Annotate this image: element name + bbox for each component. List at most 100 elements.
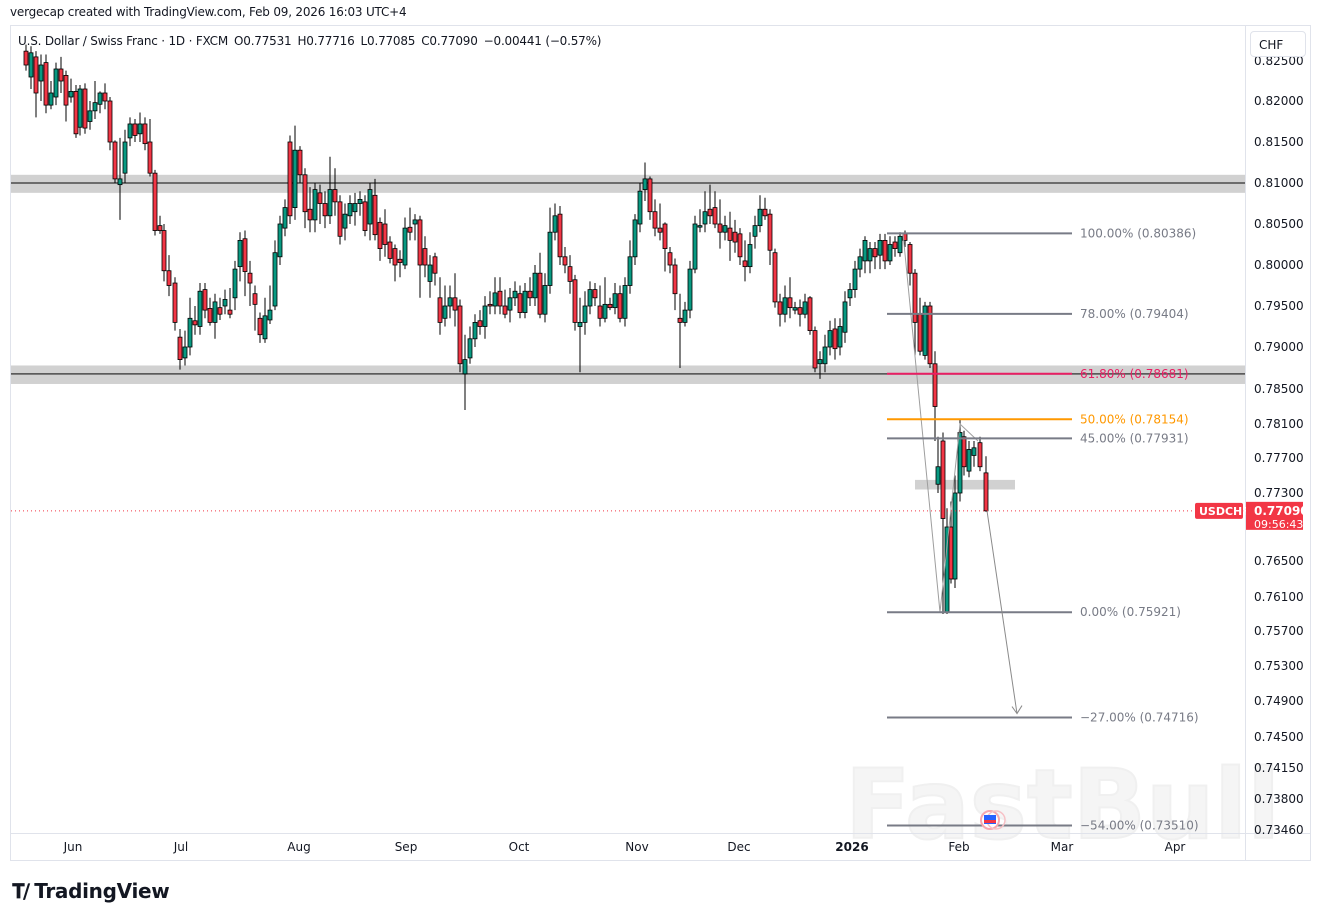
- ohlc-open: O0.77531: [234, 34, 292, 48]
- candle: [852, 268, 858, 291]
- candle: [137, 123, 143, 135]
- symbol-legend: U.S. Dollar / Swiss Franc · 1D · FXCM O0.…: [18, 34, 607, 48]
- candle: [347, 203, 353, 217]
- time-tick-label: Feb: [948, 840, 969, 854]
- price-tick-label: 0.82000: [1254, 94, 1304, 108]
- candle: [422, 248, 428, 266]
- candle: [940, 440, 946, 519]
- candle: [277, 223, 283, 258]
- candle: [547, 231, 553, 286]
- candle: [977, 442, 983, 468]
- candle: [983, 472, 989, 512]
- candle: [912, 272, 918, 323]
- candle: [477, 320, 483, 327]
- candle: [757, 208, 763, 227]
- arrow-head-icon: [1011, 705, 1023, 715]
- candle: [782, 297, 788, 315]
- candle: [827, 330, 833, 348]
- candle: [267, 309, 273, 321]
- candle: [817, 359, 823, 365]
- candle: [712, 207, 718, 225]
- price-tick-label: 0.80000: [1254, 258, 1304, 272]
- candle: [402, 227, 408, 266]
- candle: [412, 219, 418, 225]
- candle: [652, 211, 658, 229]
- candle: [28, 52, 34, 78]
- tradingview-logo[interactable]: 𝐓∕ TradingView: [12, 879, 170, 903]
- candle: [232, 268, 238, 299]
- candle: [892, 241, 898, 249]
- chart-frame: [10, 25, 1311, 861]
- price-tick-label: 0.73460: [1254, 823, 1304, 837]
- price-tick-label: 0.75300: [1254, 659, 1304, 673]
- candle: [317, 192, 323, 204]
- candle: [362, 201, 368, 231]
- candle: [252, 293, 258, 305]
- candle: [935, 466, 941, 485]
- candle: [812, 330, 818, 369]
- candle: [707, 208, 713, 217]
- candle: [247, 272, 253, 284]
- price-tick-label: 0.78100: [1254, 417, 1304, 431]
- candle: [787, 297, 793, 309]
- time-tick-label: Apr: [1165, 840, 1186, 854]
- candle: [257, 317, 263, 336]
- candle: [312, 189, 318, 221]
- price-tick-label: 0.77300: [1254, 486, 1304, 500]
- candle: [427, 264, 433, 282]
- candle: [602, 303, 608, 319]
- candle: [961, 436, 967, 468]
- candle: [467, 338, 473, 359]
- time-tick-label: Mar: [1051, 840, 1074, 854]
- candle: [592, 289, 598, 299]
- candle: [462, 359, 468, 375]
- candle: [387, 241, 393, 259]
- candle: [512, 290, 518, 299]
- candle: [747, 244, 753, 268]
- candle: [922, 305, 928, 356]
- candle: [297, 149, 303, 176]
- candle: [82, 88, 88, 129]
- price-tick-label: 0.76500: [1254, 554, 1304, 568]
- symbol-title[interactable]: U.S. Dollar / Swiss Franc · 1D · FXCM: [18, 34, 229, 48]
- zone-resistance: [11, 174, 1245, 193]
- candle: [742, 260, 748, 268]
- fib-level-label: 61.80% (0.78681): [1080, 367, 1189, 381]
- candle: [33, 56, 39, 94]
- projection-arrow[interactable]: [986, 510, 1018, 714]
- candle: [917, 313, 923, 352]
- candle: [337, 201, 343, 237]
- candle: [382, 223, 388, 245]
- candle: [397, 258, 403, 263]
- candle: [122, 141, 128, 174]
- candle: [58, 68, 64, 82]
- time-tick-label: Jun: [63, 840, 83, 854]
- currency-button[interactable]: CHF: [1250, 31, 1306, 57]
- fib-level-label: 100.00% (0.80386): [1080, 226, 1196, 240]
- candles: [23, 44, 989, 614]
- time-tick-label: Sep: [395, 840, 418, 854]
- candle: [182, 346, 188, 359]
- candle: [48, 92, 54, 106]
- us-flag-icon: [984, 815, 996, 824]
- fib-level-label: 0.00% (0.75921): [1080, 605, 1181, 619]
- candle: [702, 211, 708, 225]
- candle: [732, 231, 738, 243]
- candle: [207, 308, 213, 323]
- candle: [527, 290, 533, 299]
- candle: [952, 492, 958, 580]
- candle: [227, 309, 233, 315]
- candle: [607, 303, 613, 309]
- bar-countdown: 09:56:43: [1254, 518, 1303, 531]
- candle: [437, 297, 443, 323]
- candle: [797, 307, 803, 315]
- candle: [537, 272, 543, 315]
- fib-trendline[interactable]: [902, 233, 979, 613]
- fib-level-label: 45.00% (0.77931): [1080, 431, 1189, 445]
- candle: [38, 64, 44, 82]
- candle: [857, 256, 863, 270]
- price-tick-label: 0.73800: [1254, 792, 1304, 806]
- price-tick-label: 0.79000: [1254, 340, 1304, 354]
- candle: [472, 321, 478, 340]
